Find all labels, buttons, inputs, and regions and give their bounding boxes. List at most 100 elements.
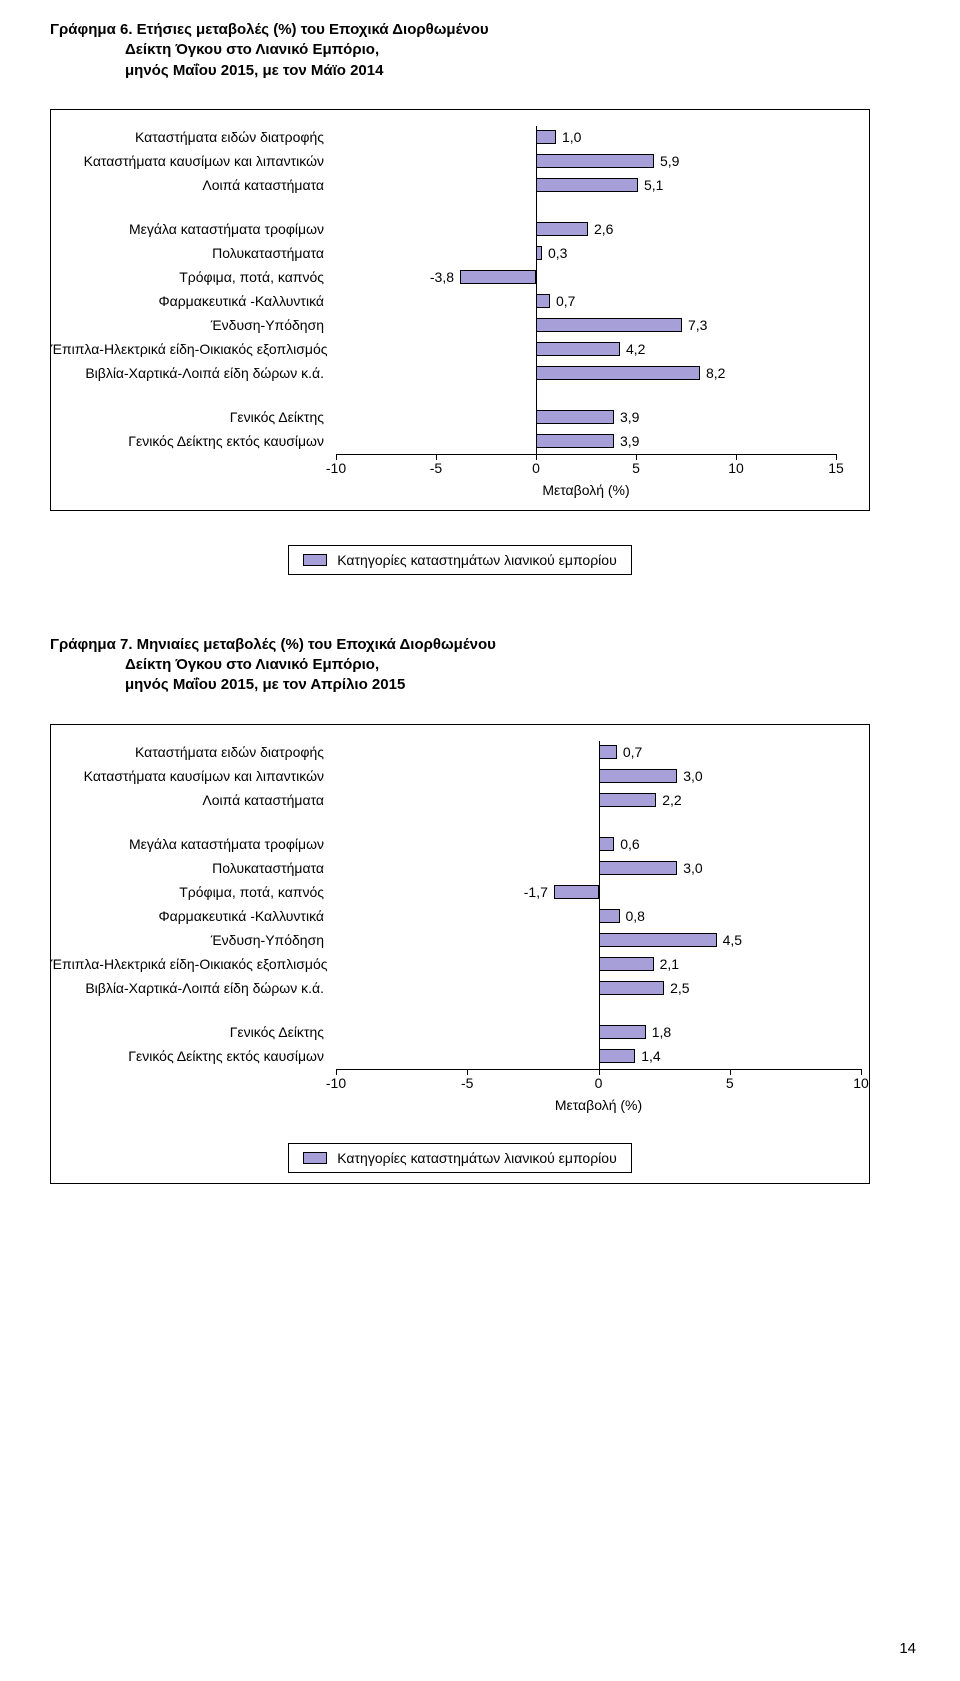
bar-value-label: 0,3 <box>548 242 567 264</box>
bar <box>554 885 599 899</box>
legend-swatch <box>303 1152 327 1164</box>
bar-value-label: 3,9 <box>620 406 639 428</box>
bar-category-label: Τρόφιμα, ποτά, καπνός <box>51 881 324 903</box>
bar-category-label: Καταστήματα καυσίμων και λιπαντικών <box>51 150 324 172</box>
page-number: 14 <box>899 1640 916 1657</box>
bar-value-label: 5,1 <box>644 174 663 196</box>
bar-category-label: Πολυκαταστήματα <box>51 242 324 264</box>
bar-value-label: 2,1 <box>660 953 679 975</box>
chart-row: Πολυκαταστήματα 0,3 <box>51 242 836 266</box>
bar-category-label: Μεγάλα καταστήματα τροφίμων <box>51 833 324 855</box>
chart-row: Γενικός Δείκτης 3,9 <box>51 406 836 430</box>
bar-category-label: Ένδυση-Υπόδηση <box>51 929 324 951</box>
bar-value-label: 5,9 <box>660 150 679 172</box>
chart6-legend-wrap: Κατηγορίες καταστημάτων λιανικού εμπορίο… <box>50 545 870 575</box>
bar <box>536 154 654 168</box>
chart-row: Καταστήματα καυσίμων και λιπαντικών 3,0 <box>51 765 861 789</box>
chart-row: Βιβλία-Χαρτικά-Λοιπά είδη δώρων κ.ά. 8,2 <box>51 362 836 386</box>
page: Γράφημα 6. Ετήσιες μεταβολές (%) του Επο… <box>0 0 960 1284</box>
bar-category-label: Λοιπά καταστήματα <box>51 789 324 811</box>
bar-value-label: 3,9 <box>620 430 639 452</box>
chart-row: Καταστήματα καυσίμων και λιπαντικών 5,9 <box>51 150 836 174</box>
legend-text: Κατηγορίες καταστημάτων λιανικού εμπορίο… <box>337 1150 616 1166</box>
bar <box>599 909 620 923</box>
bar <box>460 270 536 284</box>
bar-category-label: Φαρμακευτικά -Καλλυντικά <box>51 905 324 927</box>
bar <box>536 178 638 192</box>
bar <box>599 1025 646 1039</box>
bar <box>599 745 617 759</box>
bar-category-label: Βιβλία-Χαρτικά-Λοιπά είδη δώρων κ.ά. <box>51 362 324 384</box>
x-tick-label: 0 <box>532 460 540 476</box>
x-tick-label: 5 <box>632 460 640 476</box>
bar <box>599 793 657 807</box>
bar <box>536 366 700 380</box>
chart-row: Ένδυση-Υπόδηση7,3 <box>51 314 836 338</box>
chart-row: Έπιπλα-Ηλεκτρικά είδη-Οικιακός εξοπλισμό… <box>51 953 861 977</box>
bar <box>599 957 654 971</box>
chart-row: Φαρμακευτικά -Καλλυντικά 0,7 <box>51 290 836 314</box>
chart-row: Τρόφιμα, ποτά, καπνός -1,7 <box>51 881 861 905</box>
chart7-title-line2: Δείκτη Όγκου στο Λιανικό Εμπόριο, <box>50 655 870 675</box>
chart6-title-line3: μηνός Μαΐου 2015, με τον Μάϊο 2014 <box>50 61 870 81</box>
x-tick-label: 5 <box>726 1075 734 1091</box>
bar-value-label: 0,6 <box>620 833 639 855</box>
chart-rows: Καταστήματα ειδών διατροφής0,7Καταστήματ… <box>51 741 869 1069</box>
bar-value-label: -1,7 <box>524 881 548 903</box>
chart7-title-line1: Γράφημα 7. Μηνιαίες μεταβολές (%) του Επ… <box>50 636 496 653</box>
x-tick-label: -5 <box>461 1075 473 1091</box>
chart6-box: Καταστήματα ειδών διατροφής1,0Καταστήματ… <box>50 109 870 511</box>
chart-row: Έπιπλα-Ηλεκτρικά είδη-Οικιακός εξοπλισμό… <box>51 338 836 362</box>
bar <box>599 837 615 851</box>
bar-category-label: Βιβλία-Χαρτικά-Λοιπά είδη δώρων κ.ά. <box>51 977 324 999</box>
bar-value-label: 2,2 <box>662 789 681 811</box>
bar-value-label: 8,2 <box>706 362 725 384</box>
bar-category-label: Γενικός Δείκτης εκτός καυσίμων <box>51 430 324 452</box>
bar <box>599 861 678 875</box>
bar <box>536 318 682 332</box>
zero-line <box>536 126 537 454</box>
bar-category-label: Πολυκαταστήματα <box>51 857 324 879</box>
chart-row: Λοιπά καταστήματα 5,1 <box>51 174 836 198</box>
bar-value-label: 4,2 <box>626 338 645 360</box>
legend-swatch <box>303 554 327 566</box>
chart7-title: Γράφημα 7. Μηνιαίες μεταβολές (%) του Επ… <box>50 635 870 696</box>
bar <box>536 342 620 356</box>
chart-row: Καταστήματα ειδών διατροφής1,0 <box>51 126 836 150</box>
bar-value-label: 3,0 <box>683 765 702 787</box>
legend-text: Κατηγορίες καταστημάτων λιανικού εμπορίο… <box>337 552 616 568</box>
bar <box>599 981 665 995</box>
bar-category-label: Τρόφιμα, ποτά, καπνός <box>51 266 324 288</box>
bar-category-label: Έπιπλα-Ηλεκτρικά είδη-Οικιακός εξοπλισμό… <box>51 953 324 975</box>
bar-category-label: Καταστήματα ειδών διατροφής <box>51 126 324 148</box>
bar-value-label: 1,4 <box>641 1045 660 1067</box>
bar <box>536 130 556 144</box>
bar-category-label: Καταστήματα καυσίμων και λιπαντικών <box>51 765 324 787</box>
chart-rows: Καταστήματα ειδών διατροφής1,0Καταστήματ… <box>51 126 869 454</box>
bar-category-label: Φαρμακευτικά -Καλλυντικά <box>51 290 324 312</box>
legend-wrap: Κατηγορίες καταστημάτων λιανικού εμπορίο… <box>51 1143 869 1173</box>
chart6-section: Γράφημα 6. Ετήσιες μεταβολές (%) του Επο… <box>50 20 870 575</box>
bar-category-label: Έπιπλα-Ηλεκτρικά είδη-Οικιακός εξοπλισμό… <box>51 338 324 360</box>
bar-value-label: 4,5 <box>723 929 742 951</box>
bar <box>599 933 717 947</box>
bar-value-label: 0,8 <box>626 905 645 927</box>
x-axis-line <box>336 454 836 455</box>
bar-category-label: Γενικός Δείκτης <box>51 406 324 428</box>
legend: Κατηγορίες καταστημάτων λιανικού εμπορίο… <box>288 545 631 575</box>
bar-value-label: 0,7 <box>556 290 575 312</box>
x-tick-label: 10 <box>728 460 744 476</box>
bar-category-label: Μεγάλα καταστήματα τροφίμων <box>51 218 324 240</box>
bar-value-label: 7,3 <box>688 314 707 336</box>
chart-row: Καταστήματα ειδών διατροφής0,7 <box>51 741 861 765</box>
chart-row: Γενικός Δείκτης εκτός καυσίμων 3,9 <box>51 430 836 454</box>
x-tick-label: -5 <box>430 460 442 476</box>
bar <box>599 769 678 783</box>
bar-category-label: Λοιπά καταστήματα <box>51 174 324 196</box>
bar <box>536 222 588 236</box>
zero-line <box>599 741 600 1069</box>
chart7-section: Γράφημα 7. Μηνιαίες μεταβολές (%) του Επ… <box>50 635 870 1184</box>
chart-row: Ένδυση-Υπόδηση 4,5 <box>51 929 861 953</box>
chart-row: Μεγάλα καταστήματα τροφίμων2,6 <box>51 218 836 242</box>
chart-row: Γενικός Δείκτης εκτός καυσίμων1,4 <box>51 1045 861 1069</box>
